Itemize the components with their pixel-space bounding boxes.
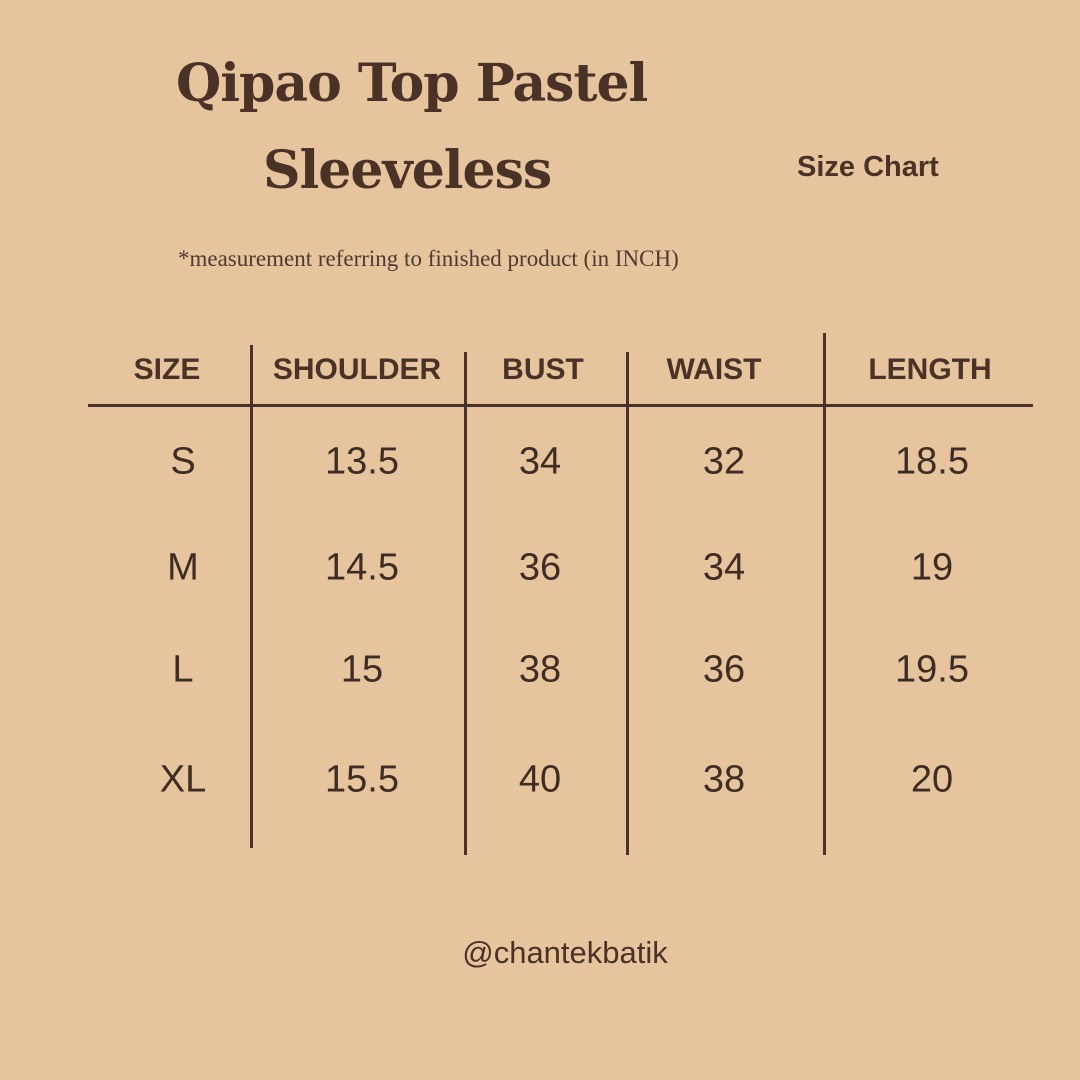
table-cell: M — [167, 546, 199, 589]
table-cell: XL — [159, 758, 207, 801]
table-cell: 38 — [518, 648, 562, 691]
column-header: SIZE — [133, 353, 201, 386]
table-cell: 15 — [340, 648, 384, 691]
header-divider — [88, 404, 1033, 407]
column-divider — [626, 352, 629, 855]
column-divider — [823, 333, 826, 855]
table-cell: 36 — [702, 648, 746, 691]
social-handle: @chantekbatik — [462, 935, 668, 970]
table-cell: 19 — [910, 546, 954, 589]
table-cell: L — [172, 648, 194, 691]
column-header: LENGTH — [868, 353, 992, 386]
table-cell: 19.5 — [895, 648, 969, 691]
table-cell: 40 — [518, 758, 562, 801]
title-line-2: Sleeveless — [263, 140, 552, 201]
table-cell: 14.5 — [325, 546, 399, 589]
column-header: BUST — [502, 353, 584, 386]
table-cell: 20 — [910, 758, 954, 801]
subtitle: Size Chart — [797, 151, 939, 183]
table-cell: 36 — [518, 546, 562, 589]
title-line-1: Qipao Top Pastel — [176, 53, 648, 114]
table-cell: S — [170, 440, 196, 483]
table-cell: 38 — [702, 758, 746, 801]
column-divider — [250, 345, 253, 848]
table-cell: 34 — [702, 546, 746, 589]
table-cell: 18.5 — [895, 440, 969, 483]
column-header: WAIST — [666, 353, 762, 386]
column-header: SHOULDER — [272, 353, 442, 386]
table-cell: 32 — [702, 440, 746, 483]
table-cell: 13.5 — [325, 440, 399, 483]
measurement-note: *measurement referring to finished produ… — [178, 246, 679, 271]
table-cell: 15.5 — [325, 758, 399, 801]
table-cell: 34 — [518, 440, 562, 483]
column-divider — [464, 352, 467, 855]
